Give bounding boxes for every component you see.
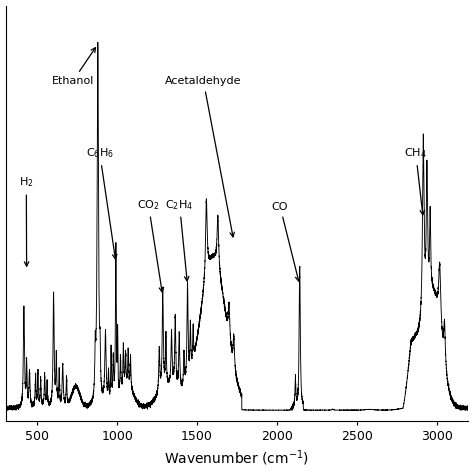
Text: CO: CO (272, 201, 300, 281)
Text: H$_2$: H$_2$ (19, 176, 34, 266)
Text: C$_2$H$_4$: C$_2$H$_4$ (165, 198, 193, 281)
Text: CH$_4$: CH$_4$ (404, 146, 427, 215)
Text: CO$_2$: CO$_2$ (137, 198, 164, 292)
Text: C$_6$H$_6$: C$_6$H$_6$ (86, 146, 117, 259)
Text: Ethanol: Ethanol (51, 48, 95, 86)
X-axis label: Wavenumber (cm$^{-1}$): Wavenumber (cm$^{-1}$) (164, 449, 310, 468)
Text: Acetaldehyde: Acetaldehyde (165, 76, 242, 237)
